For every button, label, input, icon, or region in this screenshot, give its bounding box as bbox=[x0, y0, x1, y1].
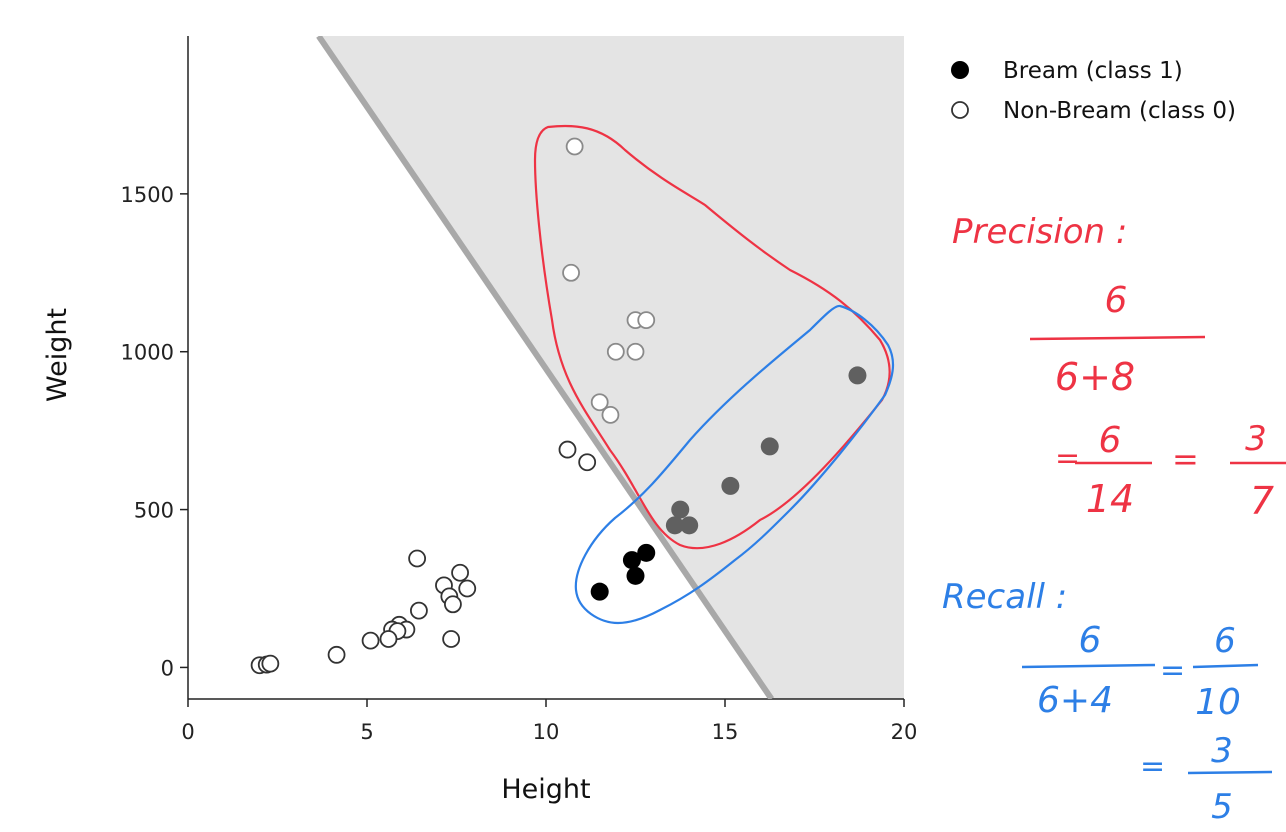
bream-points bbox=[590, 366, 867, 601]
recall-fraction-bar bbox=[1021, 663, 1156, 669]
precision-step-denominator: 14 bbox=[1086, 477, 1134, 521]
non-bream-point bbox=[327, 645, 346, 664]
legend-marker-bream bbox=[951, 61, 969, 79]
recall-denominator: 6+4 bbox=[1037, 680, 1113, 721]
non-bream-points bbox=[250, 137, 656, 675]
x-tick-label: 10 bbox=[533, 720, 560, 744]
precision-equals-2: = bbox=[1172, 440, 1199, 478]
non-bream-point bbox=[379, 630, 398, 648]
legend-label-non-bream: Non-Bream (class 0) bbox=[1003, 98, 1236, 124]
precision-label: Precision : bbox=[952, 212, 1127, 252]
x-axis-title: Height bbox=[501, 774, 590, 805]
non-bream-point bbox=[565, 137, 584, 156]
x-tick-label: 0 bbox=[181, 720, 194, 744]
precision-annotation: Precision : 6 6+8 = 6 14 = 3 7 bbox=[952, 212, 1286, 523]
y-axis-title: Weight bbox=[42, 308, 73, 402]
bream-point bbox=[671, 500, 690, 519]
non-bream-point bbox=[458, 579, 477, 598]
recall-step-bar bbox=[1192, 663, 1259, 669]
precision-denominator: 6+8 bbox=[1055, 355, 1135, 399]
recall-label: Recall : bbox=[942, 577, 1067, 617]
non-bream-point bbox=[590, 393, 609, 412]
precision-result-numerator: 3 bbox=[1245, 419, 1267, 459]
y-axis-ticks: 0 500 1000 1500 bbox=[121, 183, 188, 680]
precision-equals-1: = bbox=[1055, 441, 1080, 476]
legend-label-bream: Bream (class 1) bbox=[1003, 58, 1183, 84]
y-tick-label: 1000 bbox=[121, 341, 174, 365]
non-bream-point bbox=[578, 453, 597, 472]
recall-step-numerator: 6 bbox=[1214, 621, 1236, 661]
non-bream-point bbox=[444, 595, 462, 614]
non-bream-point bbox=[626, 342, 645, 361]
legend-marker-non-bream bbox=[951, 101, 969, 119]
non-bream-point bbox=[606, 342, 625, 361]
recall-result-numerator: 3 bbox=[1211, 731, 1233, 771]
precision-step-numerator: 6 bbox=[1099, 420, 1122, 461]
y-tick-label: 1500 bbox=[121, 183, 174, 207]
non-bream-point bbox=[442, 630, 461, 648]
recall-annotation: Recall : 6 6+4 = 6 10 = 3 5 bbox=[942, 577, 1273, 827]
non-bream-point bbox=[637, 311, 656, 330]
y-tick-label: 0 bbox=[161, 656, 174, 680]
precision-result-denominator: 7 bbox=[1250, 479, 1274, 523]
recall-result-denominator: 5 bbox=[1211, 787, 1233, 827]
legend: Bream (class 1) Non-Bream (class 0) bbox=[951, 58, 1236, 124]
recall-equals-1: = bbox=[1160, 653, 1185, 688]
bream-point bbox=[590, 582, 609, 601]
bream-point bbox=[680, 516, 699, 535]
bream-point bbox=[721, 476, 740, 495]
precision-fraction-bar bbox=[1029, 335, 1206, 341]
non-bream-point bbox=[562, 263, 580, 282]
bream-point bbox=[760, 437, 779, 456]
bream-point bbox=[637, 543, 656, 562]
non-bream-point bbox=[410, 601, 428, 620]
recall-equals-2: = bbox=[1140, 749, 1165, 784]
recall-numerator: 6 bbox=[1079, 620, 1102, 661]
y-tick-label: 500 bbox=[134, 499, 174, 523]
precision-numerator: 6 bbox=[1105, 280, 1128, 321]
x-tick-label: 5 bbox=[360, 720, 373, 744]
bream-point bbox=[665, 516, 684, 535]
bream-point bbox=[848, 366, 867, 385]
non-bream-point bbox=[408, 549, 427, 568]
non-bream-point bbox=[558, 440, 577, 459]
predicted-positive-region bbox=[318, 36, 904, 699]
non-bream-point bbox=[261, 654, 280, 673]
red-predicted-positive-outline bbox=[533, 124, 891, 550]
recall-step-denominator: 10 bbox=[1195, 682, 1241, 723]
non-bream-point bbox=[361, 631, 380, 650]
recall-result-bar bbox=[1187, 770, 1273, 775]
non-bream-point bbox=[601, 405, 620, 424]
bream-point bbox=[626, 566, 645, 585]
x-tick-label: 15 bbox=[712, 720, 739, 744]
bream-point bbox=[622, 551, 641, 570]
x-tick-label: 20 bbox=[891, 720, 918, 744]
non-bream-point bbox=[451, 563, 469, 582]
blue-actual-bream-outline bbox=[574, 304, 895, 625]
x-axis-ticks: 0 5 10 15 20 bbox=[181, 699, 917, 744]
